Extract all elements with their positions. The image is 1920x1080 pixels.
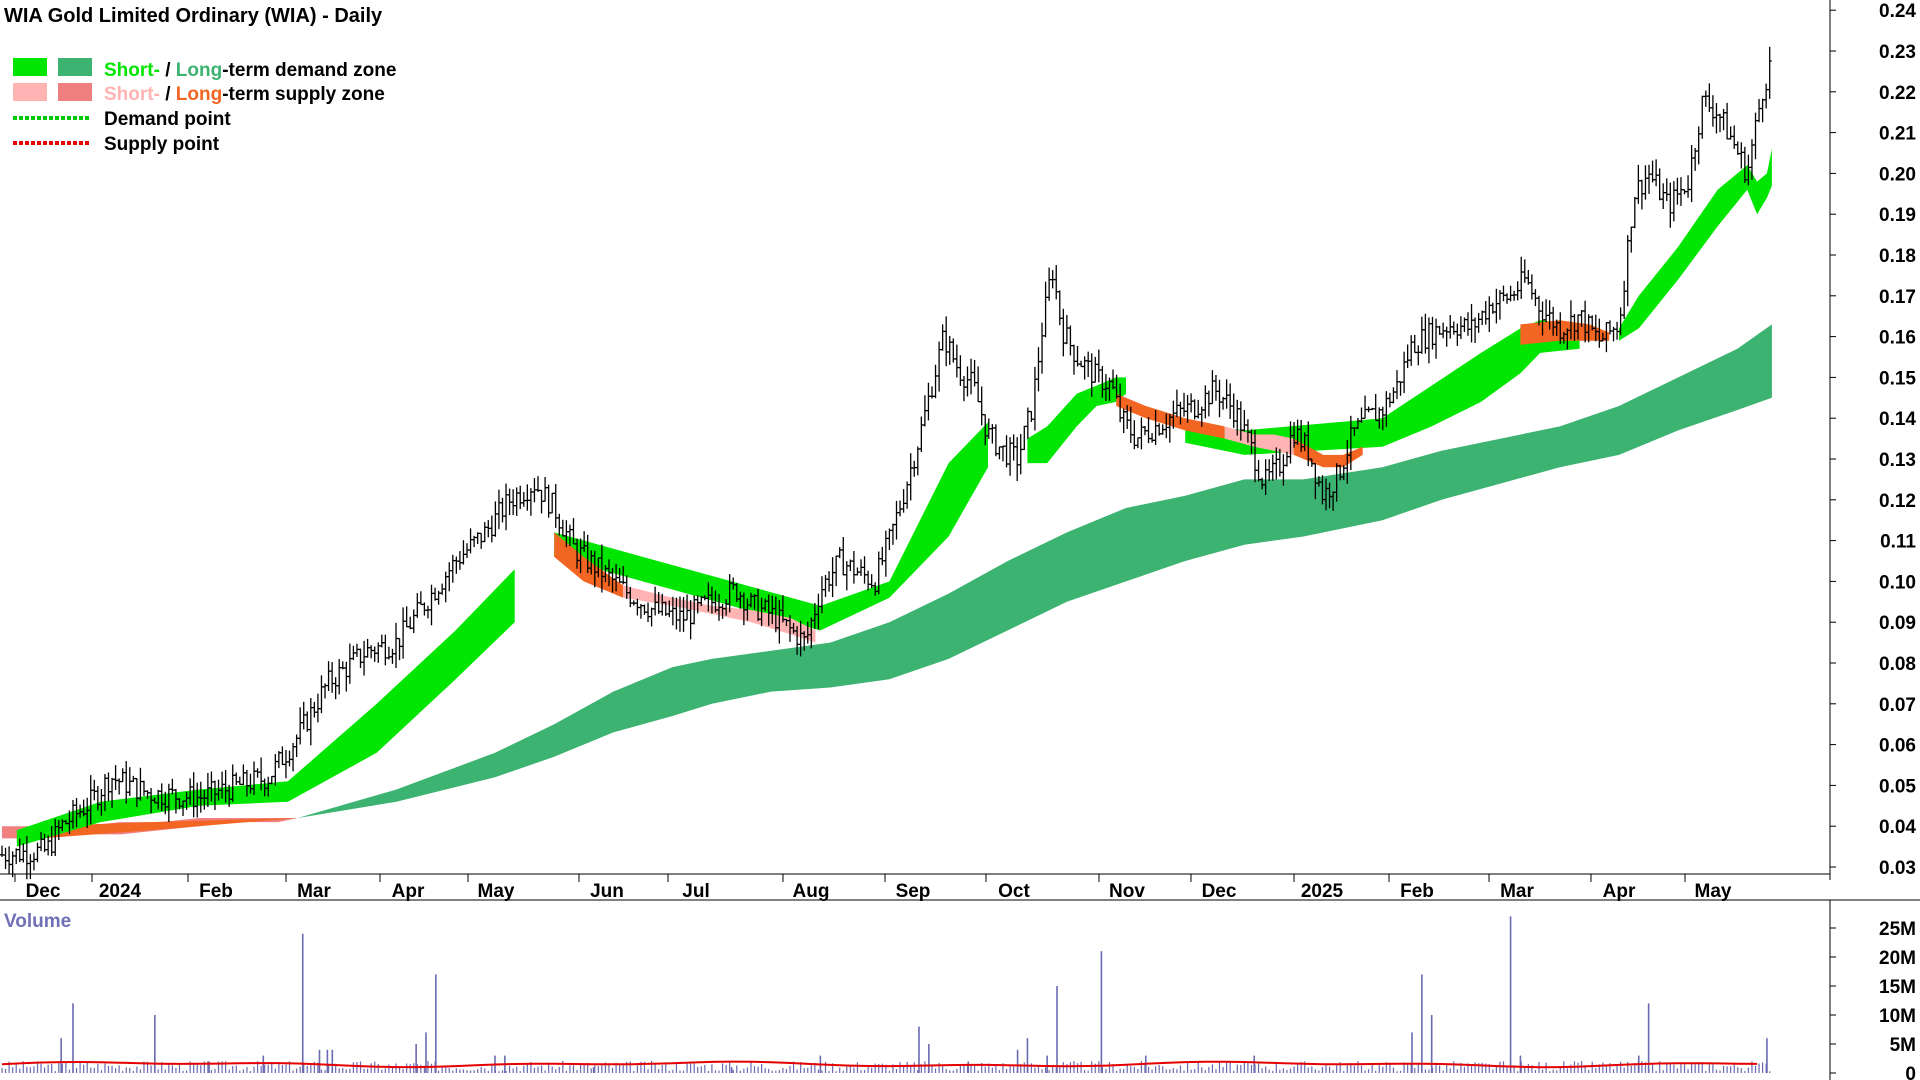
y-tick-label: 0.10: [1879, 572, 1916, 593]
legend-short-demand-swatch: [13, 58, 47, 76]
long-term-demand-zone: [297, 324, 1772, 818]
y-tick-label: 0.15: [1879, 368, 1916, 389]
x-tick-label: Dec: [26, 881, 61, 902]
x-tick-label: Jul: [682, 881, 709, 902]
x-tick-label: Jun: [590, 881, 624, 902]
x-tick-label: Sep: [896, 881, 931, 902]
chart-title: WIA Gold Limited Ordinary (WIA) - Daily: [4, 5, 383, 27]
x-tick-label: May: [1695, 881, 1732, 902]
short-term-demand-zone: [1185, 320, 1580, 455]
short-term-zones: [16, 148, 1772, 847]
volume-average-line: [1, 1060, 1758, 1069]
x-tick-label: Aug: [793, 881, 830, 902]
volume-tick-label: 15M: [1879, 977, 1916, 998]
legend-supply-short-text: Short-: [104, 84, 160, 105]
volume-tick-label: 0: [1905, 1064, 1916, 1080]
x-tick-label: Dec: [1202, 881, 1237, 902]
y-tick-label: 0.07: [1879, 695, 1916, 716]
short-term-demand-zone: [1619, 148, 1772, 341]
y-tick-label: 0.05: [1879, 776, 1916, 797]
volume-tick-label: 10M: [1879, 1006, 1916, 1027]
y-tick-label: 0.17: [1879, 287, 1916, 308]
legend-demand-zone-label: Short- / Long-term demand zone: [104, 60, 396, 81]
legend-supply-long-text: Long: [176, 84, 222, 105]
y-tick-label: 0.03: [1879, 858, 1916, 879]
long-term-supply-bridge: [41, 818, 298, 839]
x-tick-label: Mar: [1500, 881, 1534, 902]
y-tick-label: 0.21: [1879, 124, 1916, 145]
legend-long-demand-swatch: [58, 58, 92, 76]
price-bars: [0, 46, 1772, 880]
y-tick-label: 0.06: [1879, 736, 1916, 757]
y-tick-label: 0.12: [1879, 491, 1916, 512]
x-tick-label: Apr: [1603, 881, 1636, 902]
x-tick-label: Feb: [199, 881, 233, 902]
x-tick-label: Mar: [297, 881, 331, 902]
y-tick-label: 0.20: [1879, 164, 1916, 185]
volume-tick-label: 25M: [1879, 919, 1916, 940]
legend-supply-point-label: Supply point: [104, 134, 220, 155]
legend-demand-sep-text: /: [160, 60, 176, 81]
legend-supply-sep-text: /: [160, 84, 176, 105]
price-y-axis: 0.03 0.04 0.05 0.06 0.07 0.08 0.09 0.10 0.11 0.12…: [1830, 1, 1916, 879]
x-tick-label: Apr: [392, 881, 425, 902]
x-tick-label: Oct: [998, 881, 1030, 902]
y-tick-label: 0.22: [1879, 83, 1916, 104]
date-x-axis: Dec 2024 Feb Mar Apr May Jun Jul Aug Sep Oct Nov Dec…: [14, 874, 1732, 902]
volume-tick-label: 5M: [1890, 1035, 1916, 1056]
y-tick-label: 0.11: [1880, 532, 1916, 553]
y-tick-label: 0.08: [1879, 654, 1916, 675]
x-tick-label: Nov: [1109, 881, 1145, 902]
x-tick-label: Feb: [1400, 881, 1434, 902]
legend-demand-point-label: Demand point: [104, 109, 231, 130]
legend-supply-suffix-text: -term supply zone: [222, 84, 385, 105]
short-term-demand-zone: [554, 422, 988, 631]
long-term-zones: [2, 324, 1772, 839]
short-term-supply-zone: [1293, 438, 1363, 468]
legend-short-supply-swatch: [13, 83, 47, 101]
volume-tick-label: 20M: [1879, 948, 1916, 969]
volume-label: Volume: [4, 911, 71, 932]
legend-demand-long-text: Long: [176, 60, 222, 81]
y-tick-label: 0.14: [1879, 409, 1916, 430]
chart-legend: Short- / Long-term demand zone Short- / …: [13, 58, 396, 155]
x-tick-label: 2025: [1301, 881, 1344, 902]
x-tick-label: May: [478, 881, 515, 902]
y-tick-label: 0.04: [1879, 817, 1916, 838]
y-tick-label: 0.24: [1879, 1, 1916, 22]
short-term-demand-zone: [16, 569, 515, 847]
y-tick-label: 0.09: [1879, 613, 1916, 634]
y-tick-label: 0.16: [1879, 328, 1916, 349]
legend-supply-zone-label: Short- / Long-term supply zone: [104, 84, 385, 105]
volume-panel: 0 5M 10M 15M 20M 25M: [1, 916, 1916, 1080]
short-term-demand-zone: [1027, 377, 1126, 464]
x-tick-label: 2024: [99, 881, 142, 902]
legend-demand-short-text: Short-: [104, 60, 160, 81]
legend-long-supply-swatch: [58, 83, 92, 101]
y-tick-label: 0.18: [1879, 246, 1916, 267]
legend-demand-suffix-text: -term demand zone: [222, 60, 396, 81]
y-tick-label: 0.23: [1879, 42, 1916, 63]
y-tick-label: 0.19: [1879, 205, 1916, 226]
y-tick-label: 0.13: [1879, 450, 1916, 471]
